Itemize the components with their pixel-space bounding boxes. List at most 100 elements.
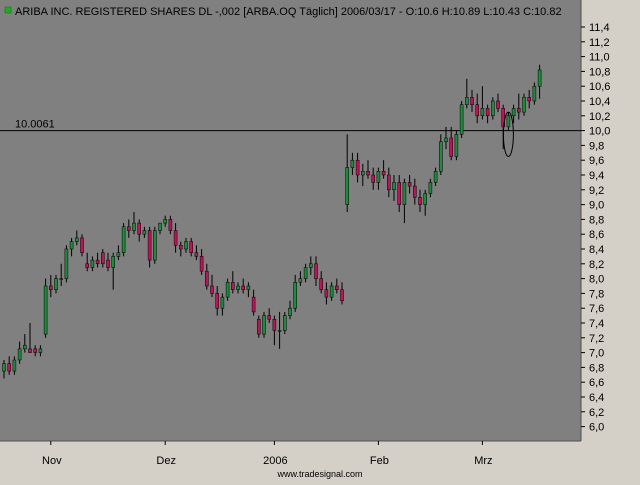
candle: [257, 315, 261, 338]
candle-body-up: [402, 182, 407, 205]
candle: [475, 93, 479, 124]
candle: [225, 278, 230, 301]
candle: [38, 345, 43, 357]
candle: [517, 93, 521, 120]
y-tick-label: 8,0: [589, 274, 604, 286]
candle: [293, 274, 297, 312]
y-tick-label: 6,0: [589, 422, 604, 434]
candle-body-up: [64, 248, 69, 279]
y-tick-label: 8,8: [589, 214, 604, 226]
candle: [272, 315, 277, 346]
candle-body-up: [506, 115, 511, 128]
candle: [532, 82, 537, 105]
candle-body-up: [532, 85, 537, 102]
candle-body-down: [49, 285, 53, 290]
candle-body-up: [480, 108, 485, 117]
candle: [158, 222, 162, 235]
candle-body-up: [465, 97, 469, 105]
candle-body-up: [153, 230, 157, 261]
x-tick-label: Nov: [42, 455, 62, 467]
candle-body-up: [121, 226, 126, 253]
candle-body-down: [413, 185, 417, 198]
y-tick-label: 9,4: [589, 170, 604, 182]
candles-layer: [2, 64, 542, 379]
candle: [449, 126, 453, 161]
candle: [132, 212, 136, 235]
candle-body-up: [439, 141, 443, 172]
candle-body-up: [262, 315, 266, 335]
y-axis: 11,4 11,2 11,0 10,8 10,6 10,4 10,2 10,0 9,8 9,6 9,…: [581, 22, 610, 434]
candle: [444, 126, 448, 150]
candle-body-down: [199, 256, 204, 272]
y-tick-label: 9,6: [589, 155, 604, 167]
candle-body-up: [163, 219, 167, 224]
candle-body-up: [236, 285, 240, 290]
candle-body-up: [537, 69, 542, 87]
candle: [210, 274, 214, 298]
candle: [262, 311, 266, 338]
candle: [127, 219, 131, 238]
candle-body-up: [225, 282, 230, 298]
candle-body-down: [267, 315, 271, 320]
reference-line-layer: 10.0061: [0, 119, 581, 132]
candle: [2, 360, 6, 379]
candle-body-down: [189, 241, 193, 253]
candle-body-down: [517, 108, 521, 113]
x-tick-label: Dez: [156, 455, 176, 467]
candle-body-up: [293, 282, 297, 309]
candle: [480, 86, 485, 120]
candle-body-down: [168, 219, 173, 231]
candle: [350, 152, 355, 175]
candle-body-up: [392, 182, 396, 191]
candle: [371, 167, 375, 190]
candle: [267, 308, 271, 323]
y-tick-label: 7,4: [589, 318, 604, 330]
candle-body-up: [90, 259, 95, 268]
y-tick-label: 11,4: [589, 22, 610, 34]
candle-body-down: [101, 252, 105, 265]
candle-body-down: [231, 282, 235, 290]
y-tick-label: 10,4: [589, 96, 610, 108]
candle: [298, 271, 303, 286]
y-tick-label: 7,2: [589, 333, 604, 345]
candle: [220, 293, 225, 316]
candle: [397, 175, 401, 212]
candle: [376, 167, 381, 190]
candle: [407, 175, 412, 194]
candle: [33, 345, 37, 357]
candle-body-down: [179, 245, 183, 250]
candle: [522, 93, 526, 116]
candle-body-up: [433, 171, 438, 183]
candle: [163, 215, 167, 227]
candle: [387, 167, 391, 198]
candle: [69, 237, 74, 257]
candle-body-up: [298, 278, 303, 283]
candle-body-up: [75, 237, 79, 242]
candle-body-up: [132, 222, 136, 231]
candle-body-up: [345, 167, 349, 205]
candle-body-down: [371, 174, 375, 183]
y-tick-label: 6,8: [589, 362, 604, 374]
candle: [283, 311, 287, 335]
x-axis: Nov Dez 2006 Feb Mrz: [42, 441, 493, 467]
candle: [439, 134, 443, 175]
y-tick-label: 9,8: [589, 140, 604, 152]
candle: [470, 89, 474, 113]
candle-body-up: [38, 348, 43, 353]
y-tick-label: 7,6: [589, 303, 604, 315]
candle-body-up: [220, 296, 225, 309]
candle-body-up: [23, 344, 27, 350]
candle-body-down: [215, 293, 219, 309]
candle-body-up: [423, 193, 427, 205]
candle: [28, 323, 32, 353]
candle-body-down: [418, 196, 422, 205]
candle-body-up: [59, 278, 63, 280]
candle: [7, 356, 11, 375]
plot-area: [0, 0, 581, 441]
candle: [54, 274, 58, 294]
candle-body-down: [340, 289, 344, 302]
candle-body-up: [309, 263, 313, 268]
candle-body-down: [251, 296, 256, 313]
candle: [121, 223, 126, 257]
candle: [85, 252, 89, 272]
